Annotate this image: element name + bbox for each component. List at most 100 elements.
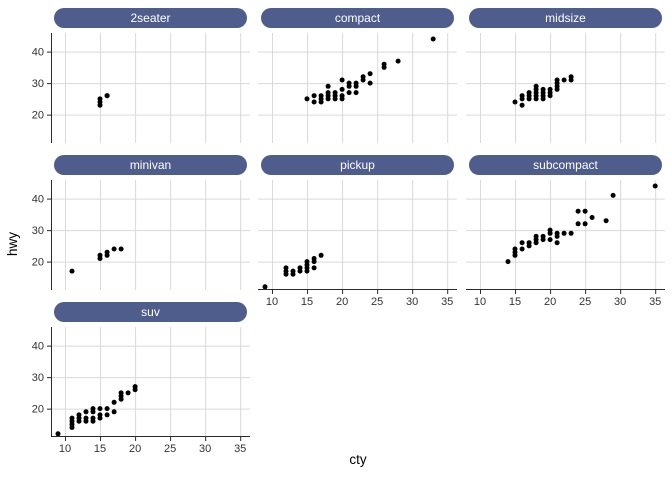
data-point (526, 90, 532, 96)
data-point (111, 409, 117, 415)
x-tick-label: 10 (474, 296, 486, 308)
facet-panel-midsize (466, 33, 665, 143)
data-point (346, 90, 352, 96)
data-point (111, 246, 117, 252)
data-point (111, 399, 117, 405)
facet-strip-midsize: midsize (469, 8, 662, 28)
y-tick-label: 40 (32, 341, 44, 353)
data-point (568, 230, 574, 236)
data-point (69, 415, 75, 421)
x-tick-label: 35 (441, 296, 453, 308)
data-point (90, 406, 96, 412)
data-point (339, 86, 345, 92)
data-point (575, 221, 581, 227)
data-point (540, 86, 546, 92)
x-tick-label: 20 (336, 296, 348, 308)
facet-panel-suv: 20 30 40 10 15 20 25 30 35 (32, 327, 250, 455)
y-tick-label: 40 (32, 194, 44, 206)
data-point (519, 102, 525, 108)
data-point (610, 192, 616, 198)
data-point (97, 252, 103, 258)
data-point (339, 77, 345, 83)
data-point (505, 259, 511, 265)
data-point (104, 249, 110, 255)
y-tick-label: 30 (32, 372, 44, 384)
data-point (519, 93, 525, 99)
data-point (561, 230, 567, 236)
data-point (603, 218, 609, 224)
y-tick-label: 30 (32, 78, 44, 90)
data-point (125, 390, 131, 396)
data-point (526, 240, 532, 246)
data-point (519, 246, 525, 252)
facet-strip-subcompact: subcompact (469, 155, 662, 175)
data-point (97, 412, 103, 418)
facet-strip-compact: compact (261, 8, 454, 28)
data-point (395, 58, 401, 64)
data-point (311, 256, 317, 261)
x-tick-label: 20 (544, 296, 556, 308)
data-point (582, 208, 588, 214)
data-point (554, 240, 560, 246)
x-tick-label: 30 (614, 296, 626, 308)
data-point (69, 268, 75, 274)
data-point (554, 77, 560, 83)
data-point (554, 230, 560, 236)
data-point (76, 412, 82, 418)
facet-strip-2seater: 2seater (54, 8, 247, 28)
data-point (533, 233, 539, 239)
facet-panel-2seater: 20 30 40 (32, 33, 250, 143)
data-point (262, 284, 268, 290)
data-point (575, 208, 581, 214)
facet-strip-suv: suv (54, 302, 247, 322)
data-point (318, 252, 324, 258)
data-point (353, 80, 359, 86)
x-tick-label: 35 (649, 296, 661, 308)
facet-panel-subcompact: 10 15 20 25 30 35 (466, 180, 665, 308)
y-tick-label: 20 (32, 110, 44, 122)
data-point (311, 93, 317, 99)
data-point (561, 77, 567, 83)
data-point (318, 93, 324, 99)
data-point (132, 384, 138, 390)
x-tick-label: 25 (164, 443, 176, 455)
x-axis-title: cty (349, 452, 367, 467)
facet-strip-label: compact (334, 11, 381, 25)
data-point (311, 265, 317, 271)
data-point (547, 237, 553, 243)
facet-strip-label: midsize (545, 11, 586, 25)
y-tick-label: 20 (32, 404, 44, 416)
x-tick-label: 10 (59, 443, 71, 455)
data-point (652, 183, 658, 189)
data-point (325, 83, 331, 89)
data-point (104, 412, 110, 418)
data-point (519, 240, 525, 246)
x-tick-label: 25 (579, 296, 591, 308)
data-point (533, 83, 539, 89)
data-point (512, 246, 518, 252)
data-point (332, 90, 338, 96)
facet-strip-label: pickup (340, 158, 375, 172)
data-point (582, 221, 588, 227)
x-tick-label: 30 (199, 443, 211, 455)
data-point (589, 215, 595, 220)
data-point (381, 61, 387, 67)
data-point (83, 409, 89, 415)
data-point (346, 80, 352, 86)
data-point (367, 80, 373, 86)
data-point (283, 265, 289, 271)
y-tick-label: 40 (32, 47, 44, 59)
data-point (97, 406, 103, 412)
facet-panel-minivan: 20 30 40 (32, 180, 250, 290)
x-tick-label: 15 (301, 296, 313, 308)
data-point (97, 96, 103, 102)
x-tick-label: 10 (266, 296, 278, 308)
y-tick-label: 30 (32, 225, 44, 237)
data-point (311, 99, 317, 105)
data-point (512, 99, 518, 105)
data-point (290, 268, 296, 274)
data-point (430, 36, 436, 42)
facet-strip-label: minivan (129, 158, 172, 172)
data-point (118, 390, 124, 396)
